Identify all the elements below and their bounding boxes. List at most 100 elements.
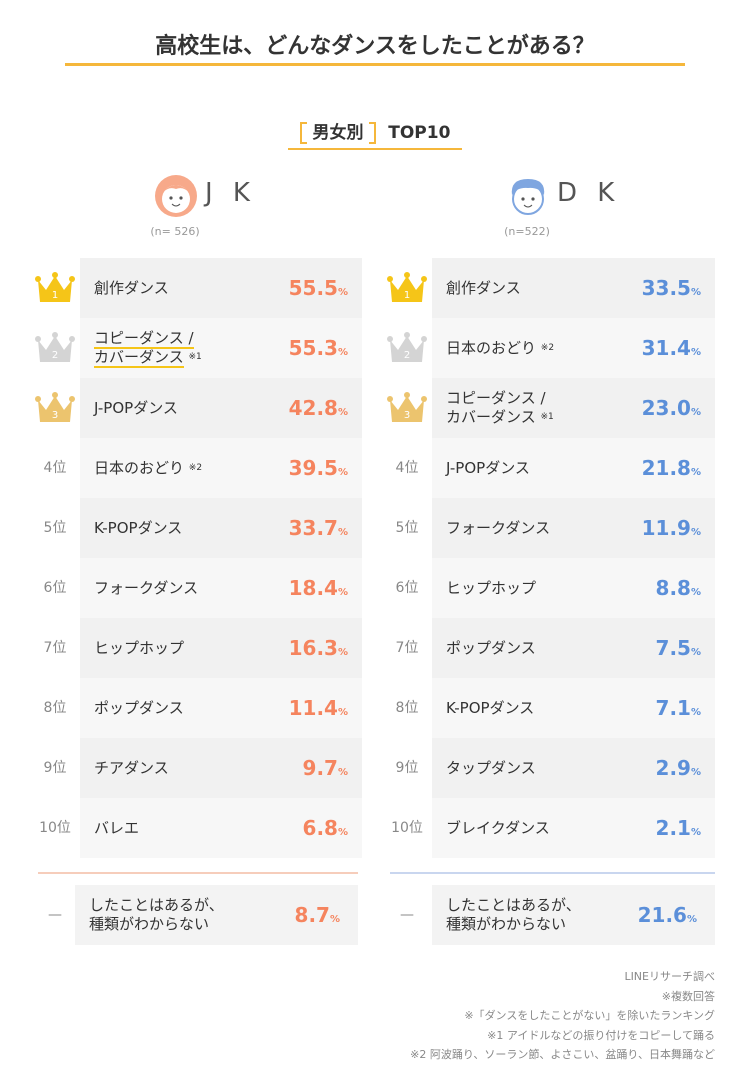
footnote: ※2 阿波踊り、ソーラン節、よさこい、盆踊り、日本舞踊など: [410, 1048, 715, 1061]
label-line: タップダンス: [446, 759, 656, 778]
item-label: コピーダンス / カバーダンス ※1: [432, 389, 642, 427]
row-panel: ポップダンス 11.4%: [80, 678, 362, 738]
item-value: 2.1%: [656, 816, 715, 840]
value-unit: %: [337, 287, 348, 298]
row-panel: ヒップホップ 16.3%: [80, 618, 362, 678]
sample-size: (n=522): [504, 225, 550, 238]
item-value: 8.8%: [656, 576, 715, 600]
label-line: バレエ: [94, 819, 303, 838]
value-unit: %: [690, 347, 701, 358]
item-label: バレエ: [80, 819, 303, 838]
value-unit: %: [690, 767, 701, 778]
label-line: カバーダンス ※1: [94, 348, 289, 368]
item-label: ポップダンス: [80, 699, 289, 718]
label-line: コピーダンス /: [94, 329, 289, 349]
rank-crown: 1: [382, 258, 432, 318]
ranking-row: 8位 K-POPダンス 7.1%: [382, 678, 715, 738]
label-line: ポップダンス: [94, 699, 289, 718]
rank-number: 1: [403, 290, 411, 301]
value-number: 6.8: [302, 816, 338, 840]
row-panel: 創作ダンス 55.5%: [80, 258, 362, 318]
label-line: 種類がわからない: [446, 915, 638, 934]
rank-number: 3: [403, 410, 411, 421]
label-line: K-POPダンス: [94, 519, 289, 538]
label-line: 創作ダンス: [446, 279, 642, 298]
label-text: したことはあるが、: [446, 896, 581, 914]
rank-crown: 3: [30, 378, 80, 438]
row-panel: J-POPダンス 21.8%: [432, 438, 715, 498]
item-value: 42.8%: [289, 396, 362, 420]
row-panel: J-POPダンス 42.8%: [80, 378, 362, 438]
row-panel: フォークダンス 11.9%: [432, 498, 715, 558]
label-text: コピーダンス /: [94, 329, 194, 349]
row-panel: 日本のおどり ※2 31.4%: [432, 318, 715, 378]
item-value: 23.0%: [642, 396, 715, 420]
crown: [387, 272, 427, 302]
row-panel: 日本のおどり ※2 39.5%: [80, 438, 362, 498]
label-text: フォークダンス: [446, 518, 551, 537]
value-number: 42.8: [288, 396, 338, 420]
rank-label: 7位: [43, 640, 67, 656]
row-panel: チアダンス 9.7%: [80, 738, 362, 798]
label-line: ポップダンス: [446, 639, 656, 658]
value-unit: %: [690, 527, 701, 538]
other-rank: —: [400, 907, 414, 923]
item-value: 8.7%: [295, 903, 358, 927]
ranking-row: 6位 フォークダンス 18.4%: [30, 558, 362, 618]
item-label: K-POPダンス: [80, 519, 289, 538]
label-text: ポップダンス: [94, 698, 184, 717]
rank-label: 6位: [395, 580, 419, 596]
subtitle-underline: [288, 148, 462, 150]
value-number: 31.4: [641, 336, 691, 360]
rank-label: 8位: [395, 700, 419, 716]
label-line: カバーダンス ※1: [446, 408, 642, 427]
label-line: 日本のおどり ※2: [94, 459, 289, 478]
label-text: ヒップホップ: [446, 578, 537, 597]
item-label: J-POPダンス: [432, 459, 642, 478]
crown: [35, 272, 75, 302]
rank-number: 1: [51, 290, 59, 301]
title-underline: [65, 63, 685, 66]
label-text: 創作ダンス: [94, 278, 169, 297]
subtitle: 男女別 TOP10: [0, 118, 750, 144]
value-unit: %: [690, 587, 701, 598]
rank-crown: 1: [30, 258, 80, 318]
row-panel: ポップダンス 7.5%: [432, 618, 715, 678]
label-text: 種類がわからない: [89, 915, 210, 933]
label-text: 日本のおどり: [446, 338, 537, 357]
label-text: チアダンス: [94, 758, 169, 777]
ranking-row: 3 コピーダンス / カバーダンス ※1 23.0%: [382, 378, 715, 438]
value-number: 23.0: [641, 396, 691, 420]
other-rank: —: [48, 907, 62, 923]
value-number: 2.9: [655, 756, 691, 780]
value-unit: %: [690, 287, 701, 298]
ranking-row: 7位 ヒップホップ 16.3%: [30, 618, 362, 678]
item-label: K-POPダンス: [432, 699, 656, 718]
item-label: コピーダンス / カバーダンス ※1: [80, 329, 289, 368]
value-unit: %: [337, 647, 348, 658]
row-panel: ブレイクダンス 2.1%: [432, 798, 715, 858]
rank-number: 2: [51, 350, 59, 361]
ranking-row: 4位 J-POPダンス 21.8%: [382, 438, 715, 498]
footnote: LINEリサーチ調べ: [624, 970, 715, 983]
value-unit: %: [690, 407, 701, 418]
item-label: ヒップホップ: [432, 579, 656, 598]
footnote: ※複数回答: [661, 989, 715, 1003]
separator: [390, 872, 715, 874]
ranking-row: 3 J-POPダンス 42.8%: [30, 378, 362, 438]
item-value: 55.3%: [289, 336, 362, 360]
column-name: J K: [205, 178, 256, 208]
value-number: 21.8: [641, 456, 691, 480]
ranking-row: 8位 ポップダンス 11.4%: [30, 678, 362, 738]
row-panel: K-POPダンス 33.7%: [80, 498, 362, 558]
label-line: チアダンス: [94, 759, 303, 778]
label-line: したことはあるが、: [89, 896, 295, 915]
label-text: ブレイクダンス: [446, 818, 550, 837]
label-line: ヒップホップ: [446, 579, 656, 598]
label-text: 創作ダンス: [446, 278, 521, 297]
label-text: コピーダンス /: [446, 389, 546, 407]
item-value: 6.8%: [303, 816, 362, 840]
value-number: 9.7: [302, 756, 338, 780]
item-value: 2.9%: [656, 756, 715, 780]
